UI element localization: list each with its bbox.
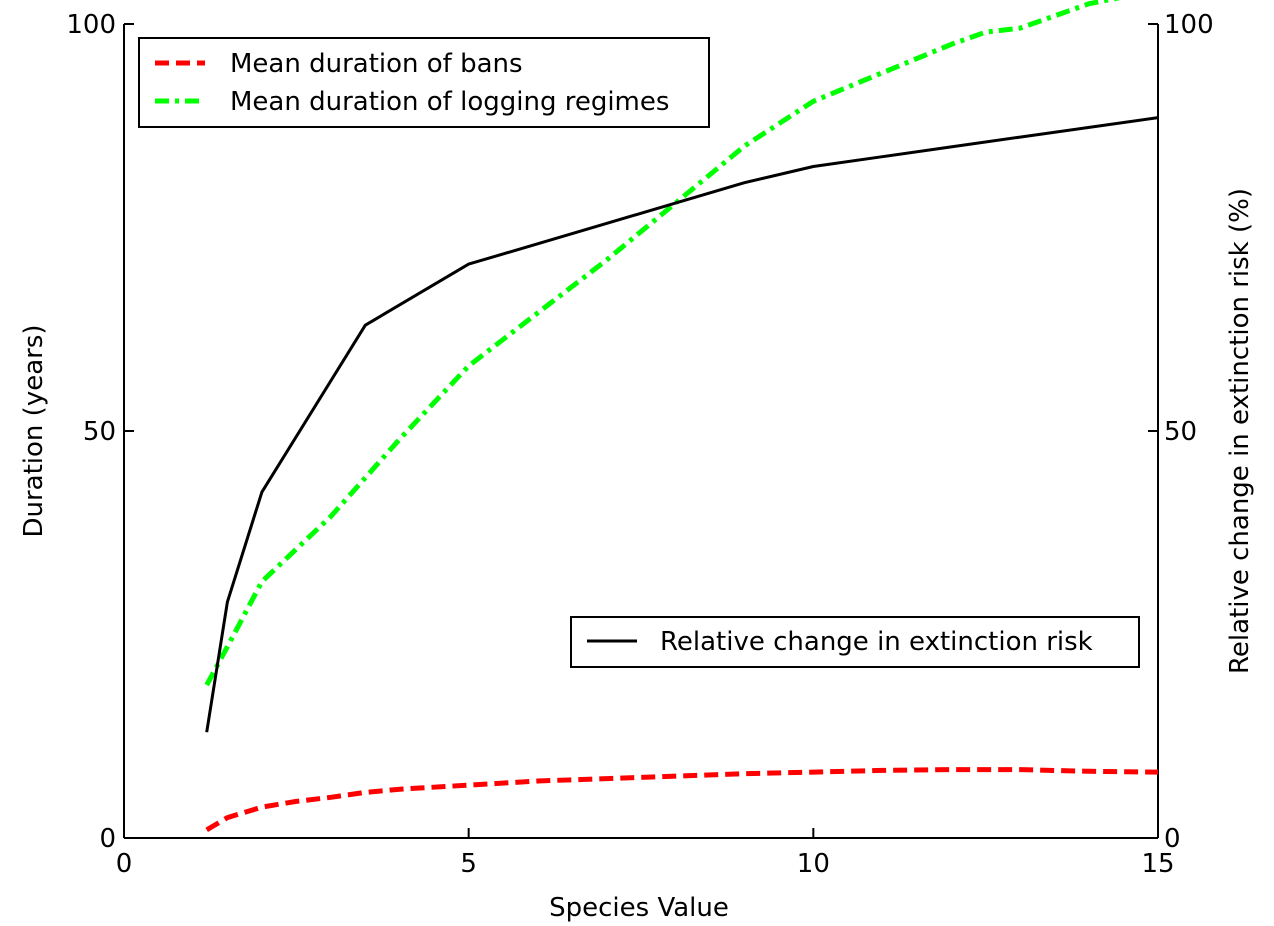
x-tick-label: 15 (1141, 849, 1174, 879)
x-tick-label: 5 (460, 849, 477, 879)
series-line-relative-change-in-extinction-risk (205, 116, 1159, 733)
x-axis-label: Species Value (549, 893, 729, 923)
y-tick-label: 50 (83, 417, 116, 447)
series-layer (204, 0, 1159, 833)
legend-label-logging: Mean duration of logging regimes (230, 87, 669, 117)
legend-bottom: Relative change in extinction risk (570, 616, 1140, 668)
legend-bottom-box (570, 616, 1140, 668)
y-axis-right-label: Relative change in extinction risk (%) (1225, 188, 1255, 674)
legend-top: Mean duration of bans Mean duration of l… (138, 37, 710, 128)
x-tick-label: 0 (116, 849, 133, 879)
y-axis-label: Duration (years) (19, 324, 49, 537)
legend-top-box (138, 37, 710, 128)
y-right-tick-label: 100 (1164, 10, 1214, 40)
y-right-tick-label: 50 (1164, 417, 1197, 447)
y-tick-label: 0 (99, 824, 116, 854)
y-tick-label: 100 (66, 10, 116, 40)
y-right-tick-label: 0 (1164, 824, 1181, 854)
legend-label-bans: Mean duration of bans (230, 49, 523, 79)
legend-label-risk: Relative change in extinction risk (660, 627, 1093, 657)
series-line-mean-duration-of-logging-regimes (204, 0, 1121, 687)
plot-area (123, 24, 1159, 839)
x-tick-label: 10 (797, 849, 830, 879)
series-line-mean-duration-of-bans (205, 767, 1159, 833)
